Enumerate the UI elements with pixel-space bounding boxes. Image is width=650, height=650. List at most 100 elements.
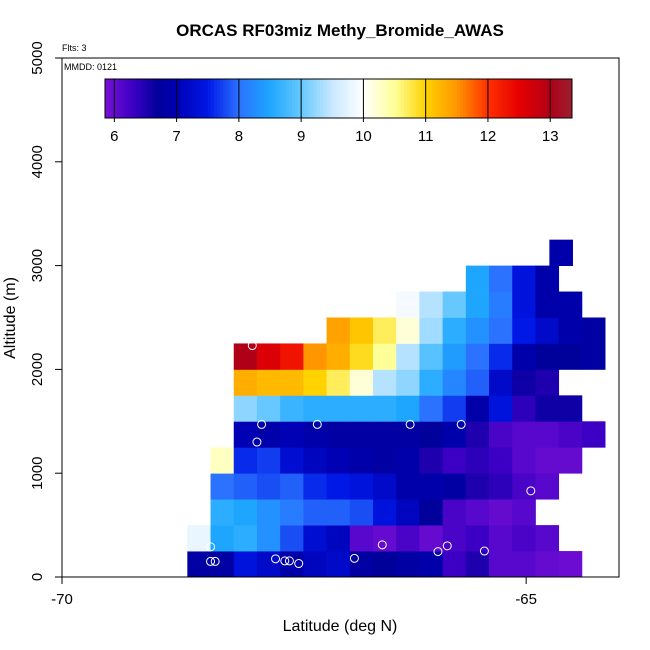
colorbar-segment [531,79,536,118]
colorbar-segment [207,79,212,118]
sample-marker [284,556,294,566]
heatmap-cell [372,421,397,448]
colorbar-segment [192,79,196,118]
colorbar-segment [441,79,445,118]
sample-marker [377,540,387,550]
heatmap-cell [233,395,258,422]
heatmap-cell [349,369,374,396]
colorbar-segment [413,79,417,118]
heatmap-cell [210,473,235,500]
sample-marker [349,553,359,563]
heatmap-cell [396,395,420,422]
heatmap-cell [326,421,351,448]
colorbar-segment [466,79,470,118]
heatmap-cell [256,499,281,526]
colorbar-segment [298,79,302,118]
colorbar-segment [478,79,483,118]
colorbar-segment [344,79,349,118]
colorbar-segment [329,79,333,118]
colorbar-segment [459,79,464,118]
heatmap-cell [256,395,281,422]
colorbar-segment [126,79,131,118]
colorbar-segment [257,79,262,118]
colorbar-segment [232,79,237,118]
heatmap-cell [372,473,397,500]
heatmap-cell [558,291,583,318]
date-label: MMDD: 0121 [64,62,117,72]
heatmap-cell [558,551,583,578]
colorbar-segment [506,79,511,118]
colorbar-segment [139,79,143,118]
colorbar-segment [133,79,137,118]
colorbar-segment [397,79,402,118]
heatmap-cell [512,317,536,344]
colorbar-segment [151,79,156,118]
y-tick-label: 0 [29,573,46,581]
heatmap-cell [442,317,467,344]
colorbar-segment [382,79,386,118]
heatmap-cell [349,395,374,422]
heatmap-cell [233,551,258,578]
colorbar-segment [307,79,311,118]
colorbar-segment [204,79,209,118]
colorbar-segment [497,79,501,118]
heatmap-cell [210,525,235,552]
colorbar-segment [182,79,187,118]
heatmap-cell [535,551,560,578]
heatmap-cell [372,525,397,552]
colorbar-segment [310,79,315,118]
colorbar-segment [322,79,327,118]
colorbar-segment [291,79,296,118]
heatmap-cell [535,473,560,500]
colorbar-segment [189,79,193,118]
colorbar-segment [438,79,442,118]
heatmap-cell [372,447,397,474]
colorbar-segment [145,79,150,118]
colorbar-segment [238,79,243,118]
heatmap-cell [535,369,560,396]
heatmap-cell [396,473,420,500]
colorbar-segment [332,79,336,118]
sample-marker [405,419,415,429]
colorbar-segment [494,79,498,118]
heatmap-cell [465,525,490,552]
colorbar-segment [185,79,190,118]
heatmap-cell [489,343,513,370]
heatmap-cell [549,239,573,266]
colorbar-segment [347,79,352,118]
heatmap-cell [465,447,490,474]
sample-marker [206,556,216,566]
colorbar-segment [391,79,396,118]
heatmap-cell [419,421,444,448]
heatmap-cell [372,395,397,422]
colorbar-segment [559,79,564,118]
heatmap-cell [280,525,304,552]
heatmap-cell [349,421,374,448]
colorbar-segment [198,79,203,118]
heatmap-cell [558,317,583,344]
heatmap-cell [349,317,374,344]
colorbar-segment [161,79,165,118]
colorbar-segment [463,79,467,118]
x-axis-label: Latitude (deg N) [283,618,398,635]
heatmap-cell [512,291,536,318]
colorbar-segment [394,79,399,118]
colorbar-tick-label: 12 [480,128,497,145]
heatmap-cell [512,265,536,292]
colorbar-segment [350,79,355,118]
heatmap-cell [280,395,304,422]
heatmap-cell [326,343,351,370]
colorbar-segment [519,79,523,118]
colorbar-segment [475,79,480,118]
colorbar-segment [210,79,215,118]
sample-marker [526,486,536,496]
colorbar-segment [372,79,377,118]
colorbar [104,78,573,119]
colorbar-segment [229,79,234,118]
colorbar-segment [403,79,408,118]
colorbar-tick-label: 9 [297,128,305,145]
colorbar-tick-label: 13 [542,128,559,145]
colorbar-segment [266,79,271,118]
heatmap-cell [256,447,281,474]
